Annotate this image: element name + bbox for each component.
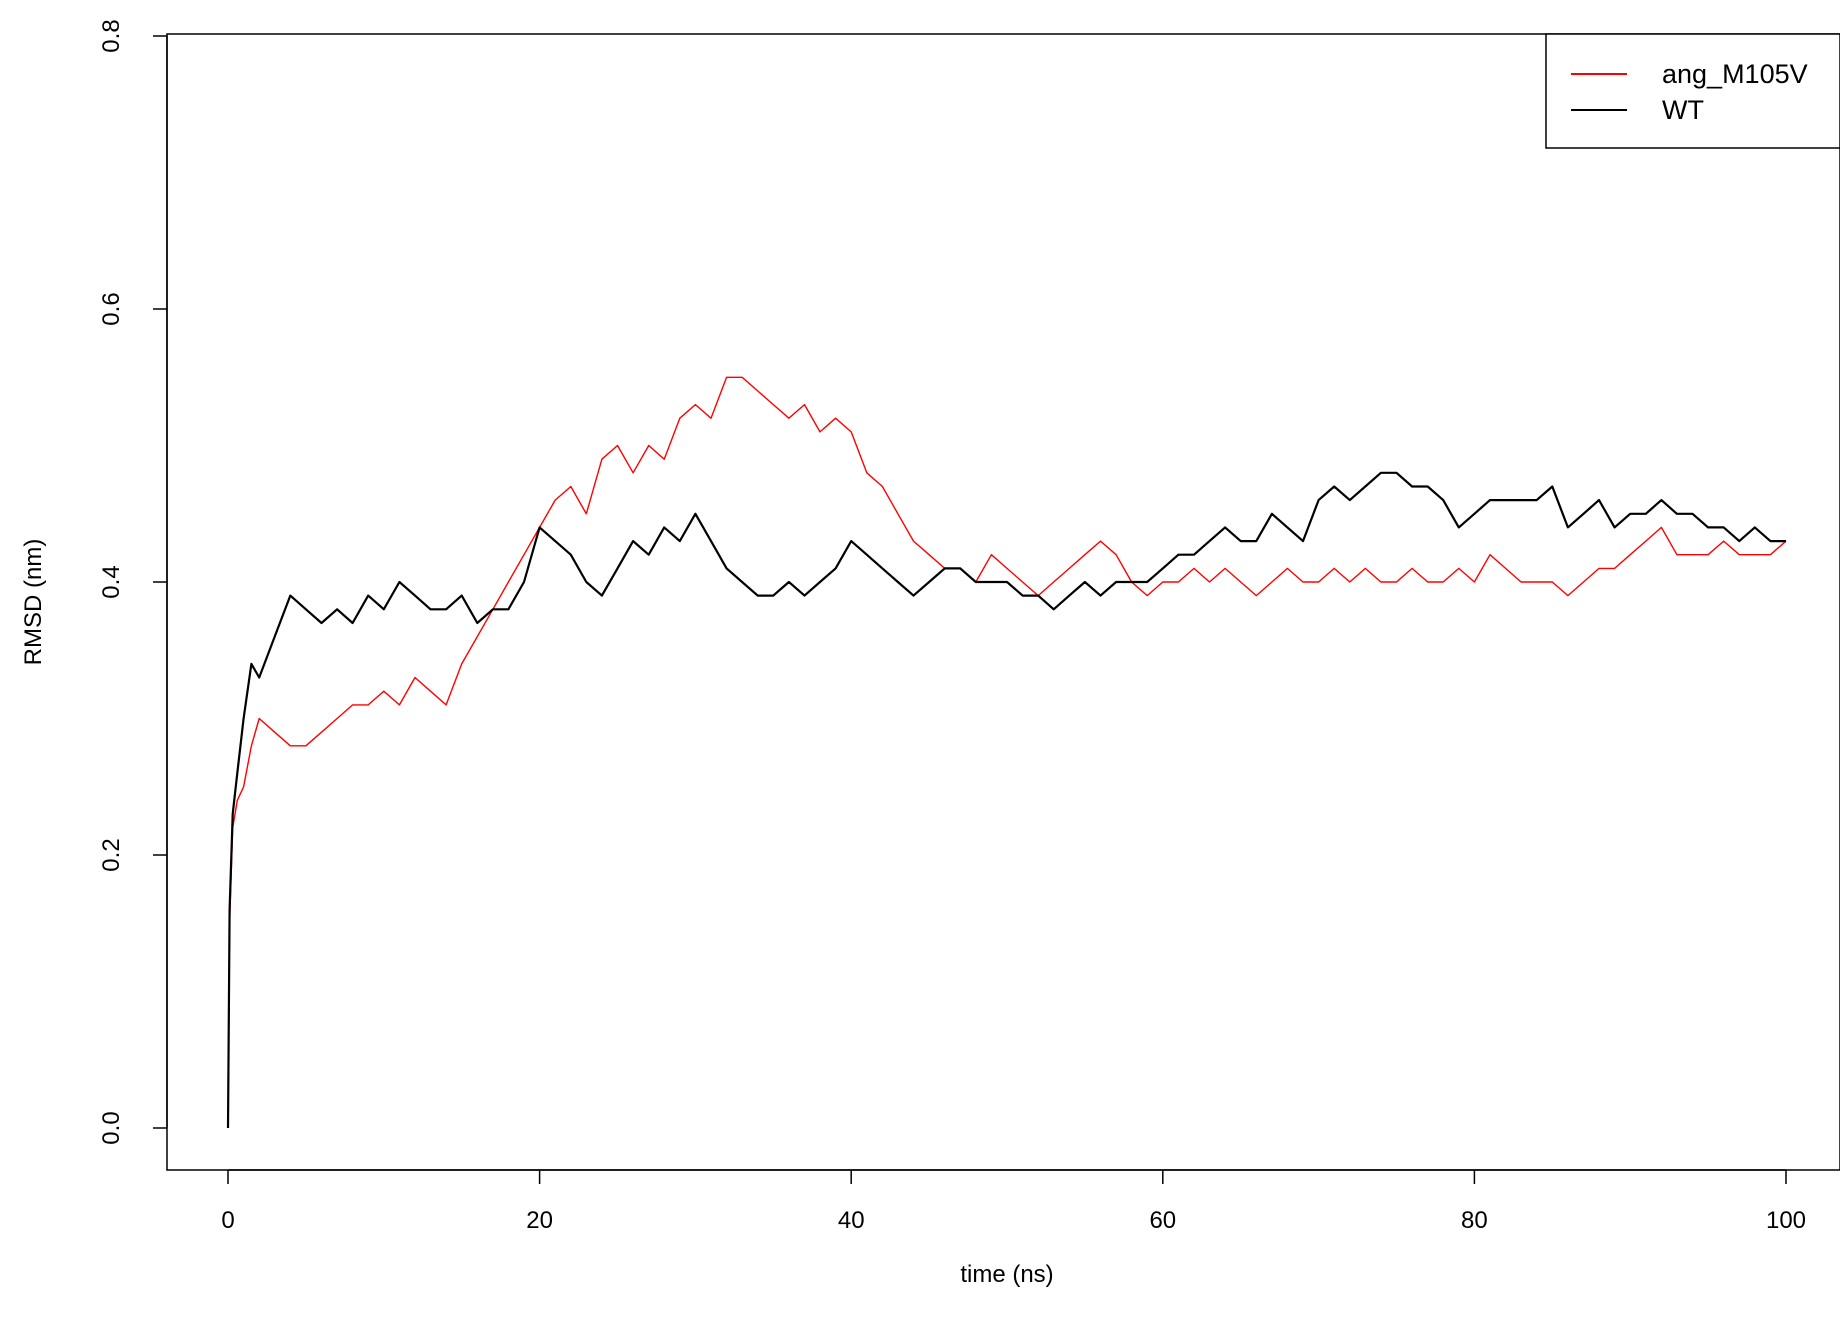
x-tick-label: 80 xyxy=(1461,1207,1488,1234)
y-tick-label: 0.0 xyxy=(98,1111,125,1144)
x-tick-label: 100 xyxy=(1766,1207,1806,1234)
x-tick-label: 20 xyxy=(526,1207,553,1234)
y-tick-label: 0.2 xyxy=(98,838,125,871)
legend-label-wt: WT xyxy=(1662,95,1704,125)
y-tick-label: 0.8 xyxy=(98,19,125,52)
x-axis-title: time (ns) xyxy=(960,1261,1053,1288)
y-axis: 0.0 0.2 0.4 0.6 0.8 xyxy=(98,19,168,1145)
y-tick-label: 0.4 xyxy=(98,565,125,598)
legend: ang_M105V WT xyxy=(1545,33,1840,149)
legend-label-ang-m105v: ang_M105V xyxy=(1662,59,1808,89)
series-line-wt xyxy=(226,471,1786,1129)
plot-frame xyxy=(166,33,1840,1171)
y-tick-label: 0.6 xyxy=(98,292,125,325)
series-layer xyxy=(226,376,1787,1129)
y-axis-title: RMSD (nm) xyxy=(20,539,47,666)
legend-box xyxy=(1545,33,1840,149)
series-line-ang-m105v xyxy=(227,376,1787,1129)
x-tick-label: 0 xyxy=(221,1207,234,1234)
x-tick-label: 60 xyxy=(1149,1207,1176,1234)
x-tick-label: 40 xyxy=(838,1207,865,1234)
x-axis: 0 20 40 60 80 100 xyxy=(221,1169,1806,1234)
